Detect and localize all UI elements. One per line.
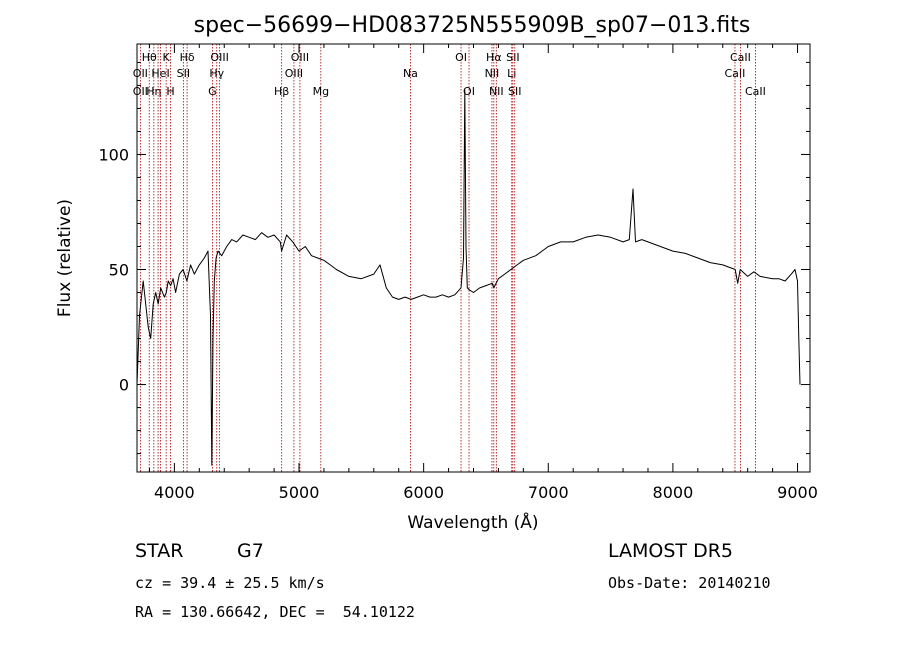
emission-line-label: OI: [455, 51, 467, 64]
emission-line-label: OII: [133, 67, 148, 80]
x-tick-label: 9000: [777, 483, 818, 502]
object-class: STAR: [135, 540, 184, 562]
emission-line-label: Hη: [146, 85, 161, 98]
emission-line-label: SII: [508, 85, 521, 98]
x-tick-label: 4000: [154, 483, 195, 502]
y-axis-label: Flux (relative): [55, 199, 75, 317]
emission-line-label: K: [163, 51, 171, 64]
emission-line-label: SII: [506, 51, 519, 64]
emission-line-label: Hθ: [142, 51, 157, 64]
emission-line-label: OI: [463, 85, 475, 98]
x-tick-label: 8000: [653, 483, 694, 502]
emission-line-label: OIII: [285, 67, 303, 80]
emission-line-label: OIII: [210, 51, 228, 64]
emission-line-label: OIII: [291, 51, 309, 64]
emission-line-label: CaII: [730, 51, 751, 64]
object-subclass: G7: [237, 540, 264, 562]
x-axis-label: Wavelength (Å): [407, 511, 538, 533]
survey-name: LAMOST DR5: [608, 540, 733, 562]
y-tick-label: 50: [109, 261, 129, 280]
x-tick-label: 7000: [528, 483, 569, 502]
spectrum-line: [136, 89, 801, 466]
emission-line-label: Na: [403, 67, 418, 80]
emission-line-label: Hγ: [209, 67, 224, 80]
emission-line-label: Mg: [313, 85, 329, 98]
emission-line-label: CaII: [725, 67, 746, 80]
emission-line-markers: OIIOIIHθHηHeIKHSIIHδGHγOIIIHβOIIIOIIIMgN…: [133, 44, 766, 472]
emission-line-label: NII: [485, 67, 500, 80]
emission-line-label: SII: [177, 67, 190, 80]
y-tick-label: 100: [98, 145, 129, 164]
emission-line-label: Hα: [486, 51, 502, 64]
emission-line-label: Li: [507, 67, 516, 80]
redshift-velocity: cz = 39.4 ± 25.5 km/s: [135, 574, 325, 592]
emission-line-label: H: [166, 85, 174, 98]
series-group: [136, 89, 801, 466]
x-tick-label: 5000: [279, 483, 320, 502]
sky-coordinates: RA = 130.66642, DEC = 54.10122: [135, 603, 415, 621]
emission-line-label: Hδ: [180, 51, 195, 64]
plot-frame: [136, 43, 811, 473]
chart-title: spec−56699−HD083725N555909B_sp07−013.fit…: [194, 13, 751, 38]
x-tick-label: 6000: [403, 483, 444, 502]
observation-date: Obs-Date: 20140210: [608, 574, 771, 592]
axes: 4000 5000 6000 7000 8000 9000 0 50 100: [98, 44, 818, 502]
emission-line-label: Hβ: [274, 85, 289, 98]
emission-line-label: NII: [489, 85, 504, 98]
emission-line-label: HeI: [151, 67, 169, 80]
emission-line-label: CaII: [745, 85, 766, 98]
emission-line-label: G: [208, 85, 217, 98]
y-tick-label: 0: [119, 376, 129, 395]
